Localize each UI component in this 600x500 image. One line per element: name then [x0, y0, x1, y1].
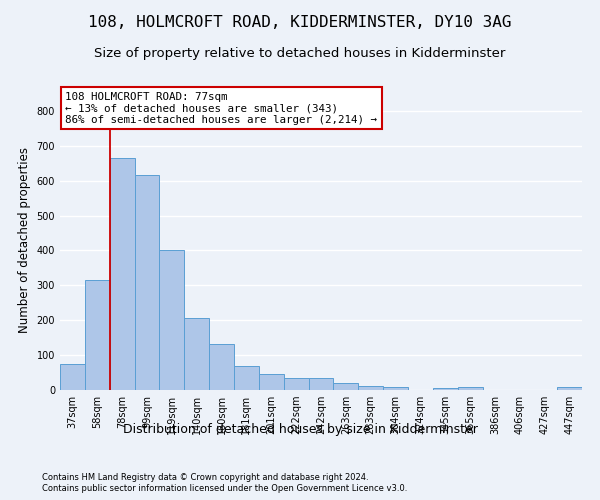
Bar [209, 344, 234, 390]
Bar [284, 378, 308, 390]
Text: Contains HM Land Registry data © Crown copyright and database right 2024.: Contains HM Land Registry data © Crown c… [42, 472, 368, 482]
Text: Size of property relative to detached houses in Kidderminster: Size of property relative to detached ho… [94, 48, 506, 60]
Bar [433, 388, 458, 390]
Bar [458, 387, 482, 390]
Bar [160, 250, 184, 390]
Bar [184, 318, 209, 390]
Bar [259, 374, 284, 390]
Text: 108 HOLMCROFT ROAD: 77sqm
← 13% of detached houses are smaller (343)
86% of semi: 108 HOLMCROFT ROAD: 77sqm ← 13% of detac… [65, 92, 377, 124]
Bar [85, 280, 110, 390]
Y-axis label: Number of detached properties: Number of detached properties [18, 147, 31, 333]
Text: Distribution of detached houses by size in Kidderminster: Distribution of detached houses by size … [122, 422, 478, 436]
Text: 108, HOLMCROFT ROAD, KIDDERMINSTER, DY10 3AG: 108, HOLMCROFT ROAD, KIDDERMINSTER, DY10… [88, 15, 512, 30]
Text: Contains public sector information licensed under the Open Government Licence v3: Contains public sector information licen… [42, 484, 407, 493]
Bar [60, 364, 85, 390]
Bar [134, 176, 160, 390]
Bar [358, 386, 383, 390]
Bar [383, 387, 408, 390]
Bar [110, 158, 134, 390]
Bar [308, 378, 334, 390]
Bar [234, 366, 259, 390]
Bar [557, 387, 582, 390]
Bar [334, 383, 358, 390]
